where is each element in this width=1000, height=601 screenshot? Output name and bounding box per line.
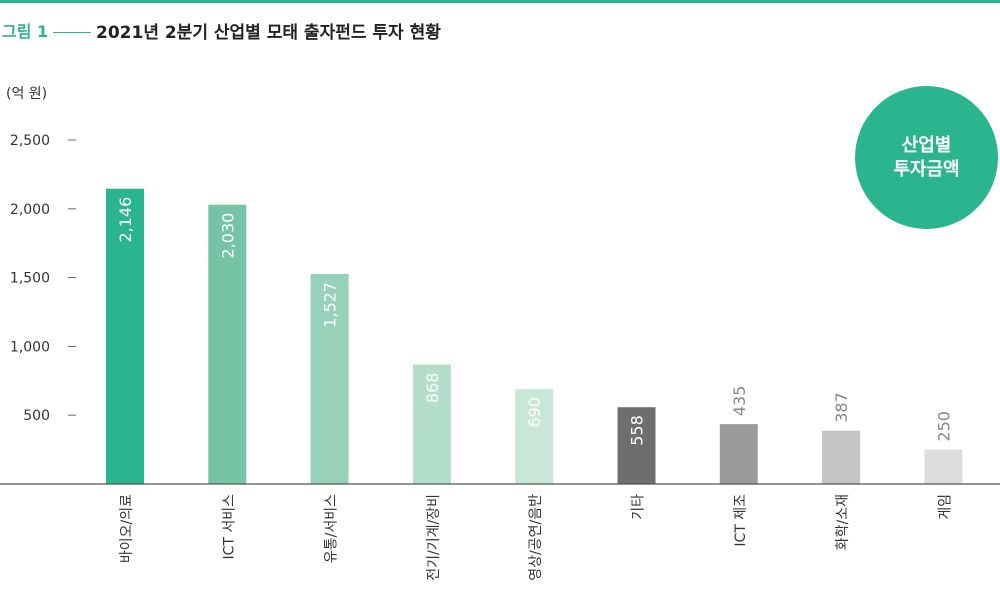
x-tick-label: 게임 [937,494,953,520]
x-tick-label: 기타 [631,494,647,520]
x-tick-label: ICT 제조 [733,494,749,547]
x-tick-label: 화학/소재 [835,494,851,550]
y-tick-label: 2,000 [10,202,50,218]
bar-value-label: 435 [730,386,749,417]
bars: 2,146 2,030 1,527 868 690 558 435 387 250 [106,188,963,485]
y-axis-unit-label: (억 원) [6,86,48,102]
x-tick-label: 전기/기계/장비 [426,494,442,581]
bar [106,188,144,485]
bar-value-label: 1,527 [321,282,340,328]
category-badge: 산업별 투자금액 [855,86,998,229]
bar-value-label: 690 [525,397,544,428]
bar [412,364,451,484]
y-tick-label: 1,000 [10,339,50,355]
bar-value-label: 387 [832,392,851,423]
figure-label: 그림 1 [2,22,49,41]
x-axis-labels: 바이오/의료 ICT 서비스 유통/서비스 전기/기계/장비 영상/공연/음반 기타 ICT… [119,494,953,581]
bar [515,389,554,484]
y-tick-label: 2,500 [10,133,50,149]
top-rule [0,0,1000,3]
bar [310,273,349,484]
y-tick-label: 500 [23,408,50,424]
x-tick-label: 영상/공연/음반 [528,494,544,581]
bar [924,449,963,484]
x-tick-label: ICT 서비스 [221,494,237,560]
bar [822,430,861,484]
bar-value-label: 2,030 [218,213,237,259]
y-axis: 500 1,000 1,500 2,000 2,500 [10,133,76,424]
category-badge-text: 산업별 투자금액 [893,134,960,180]
figure-label-divider [53,32,91,33]
y-tick-label: 1,500 [10,271,50,287]
chart-title: 2021년 2분기 산업별 모태 출자펀드 투자 현황 [96,23,441,43]
bar [208,204,247,484]
x-tick-label: 유통/서비스 [324,494,340,563]
bar [617,407,656,484]
x-tick-label: 바이오/의료 [119,494,135,563]
bar-value-label: 558 [628,415,647,446]
bar-value-label: 2,146 [116,197,135,243]
bar-value-label: 868 [423,373,442,404]
bar-value-label: 250 [934,411,953,442]
bar [719,424,758,484]
